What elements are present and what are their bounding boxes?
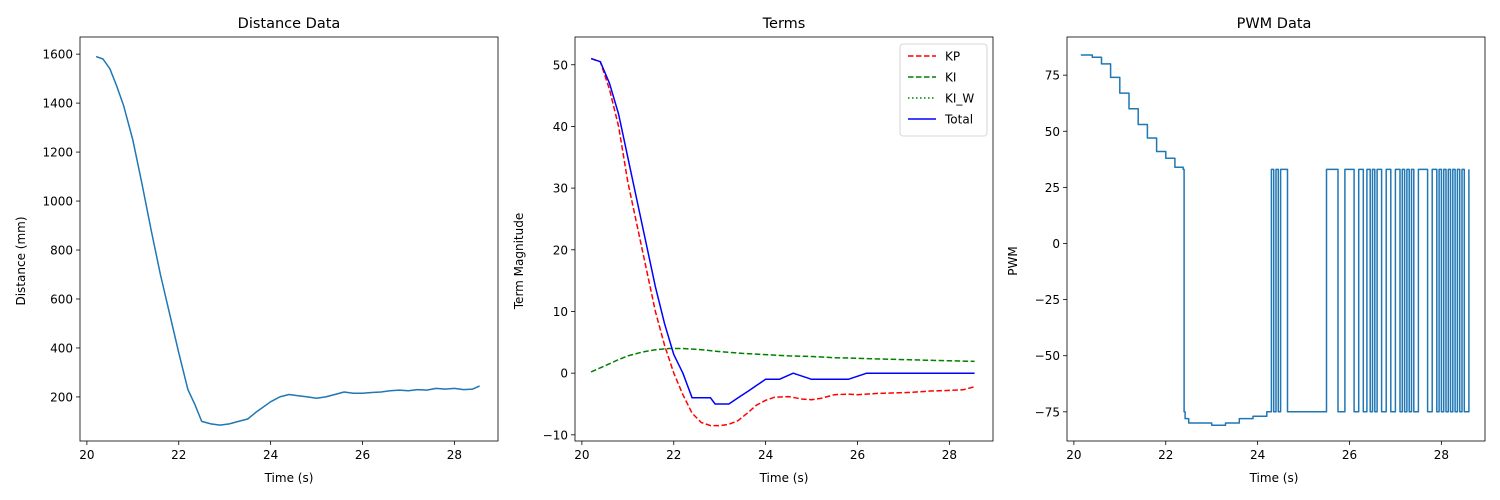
- series-line-main: [1080, 54, 1470, 427]
- y-tick-label: 600: [50, 292, 73, 306]
- pwm-chart-panel: PWM Data Time (s) PWM 20 22 24 26 28 −75 −50 −2…: [1006, 16, 1486, 485]
- terms-chart-xlabel: Time (s): [759, 471, 809, 485]
- terms-chart-title: Terms: [762, 16, 806, 32]
- x-tick-label: 24: [1250, 448, 1265, 462]
- series-line-kp: [590, 57, 975, 427]
- x-tick-label: 28: [447, 448, 462, 462]
- y-tick-label: 10: [553, 305, 568, 319]
- x-tick-label: 26: [355, 448, 370, 462]
- x-tick-label: 24: [758, 448, 773, 462]
- y-tick-label: 400: [50, 341, 73, 355]
- y-tick-label: 1200: [42, 146, 73, 160]
- y-tick-label: 1000: [42, 195, 73, 209]
- legend-label: KI_W: [945, 92, 974, 106]
- x-tick-label: 22: [1158, 448, 1173, 462]
- series-line-total: [590, 57, 975, 405]
- y-tick-label: 20: [553, 243, 568, 257]
- y-tick-label: 50: [553, 58, 568, 72]
- y-tick-label: 800: [50, 244, 73, 258]
- legend-label: KP: [945, 50, 960, 64]
- y-tick-label: −10: [543, 428, 568, 442]
- y-tick-label: −75: [1035, 405, 1060, 419]
- terms-chart-panel: Terms Time (s) Term Magnitude 20 22 24 26 28…: [512, 16, 994, 485]
- x-tick-label: 24: [263, 448, 278, 462]
- y-tick-label: 30: [553, 182, 568, 196]
- y-tick-label: −50: [1035, 349, 1060, 363]
- pwm-chart-ylabel: PWM: [1006, 246, 1020, 275]
- y-tick-label: 1400: [42, 97, 73, 111]
- series-line-main: [95, 55, 480, 426]
- distance-chart-xlabel: Time (s): [264, 471, 314, 485]
- y-tick-label: 40: [553, 120, 568, 134]
- x-tick-label: 28: [1434, 448, 1449, 462]
- y-tick-label: −25: [1035, 293, 1060, 307]
- y-tick-label: 25: [1045, 181, 1060, 195]
- distance-chart-title: Distance Data: [238, 16, 341, 32]
- y-tick-label: 200: [50, 390, 73, 404]
- x-tick-label: 22: [171, 448, 186, 462]
- y-tick-label: 50: [1045, 125, 1060, 139]
- y-tick-label: 1600: [42, 48, 73, 62]
- legend-box: [899, 43, 988, 137]
- plot-area-frame: [1066, 36, 1486, 442]
- plot-area-frame: [79, 36, 499, 442]
- legend-label: Total: [944, 113, 973, 127]
- pwm-chart-xlabel: Time (s): [1249, 471, 1299, 485]
- plot-area-frame: [574, 36, 994, 442]
- terms-chart-ylabel: Term Magnitude: [512, 213, 526, 310]
- x-tick-label: 22: [666, 448, 681, 462]
- x-tick-label: 20: [1066, 448, 1081, 462]
- distance-chart-panel: Distance Data Time (s) Distance (mm) 20 2…: [14, 16, 499, 485]
- distance-chart-ylabel: Distance (mm): [14, 216, 28, 305]
- x-tick-label: 26: [850, 448, 865, 462]
- legend-label: KI: [945, 71, 956, 85]
- x-tick-label: 20: [79, 448, 94, 462]
- y-tick-label: 0: [560, 367, 568, 381]
- series-line-ki: [590, 347, 975, 373]
- x-tick-label: 26: [1342, 448, 1357, 462]
- y-tick-label: 0: [1052, 237, 1060, 251]
- x-tick-label: 20: [574, 448, 589, 462]
- x-tick-label: 28: [942, 448, 957, 462]
- pwm-chart-title: PWM Data: [1237, 16, 1312, 32]
- y-tick-label: 75: [1045, 69, 1060, 83]
